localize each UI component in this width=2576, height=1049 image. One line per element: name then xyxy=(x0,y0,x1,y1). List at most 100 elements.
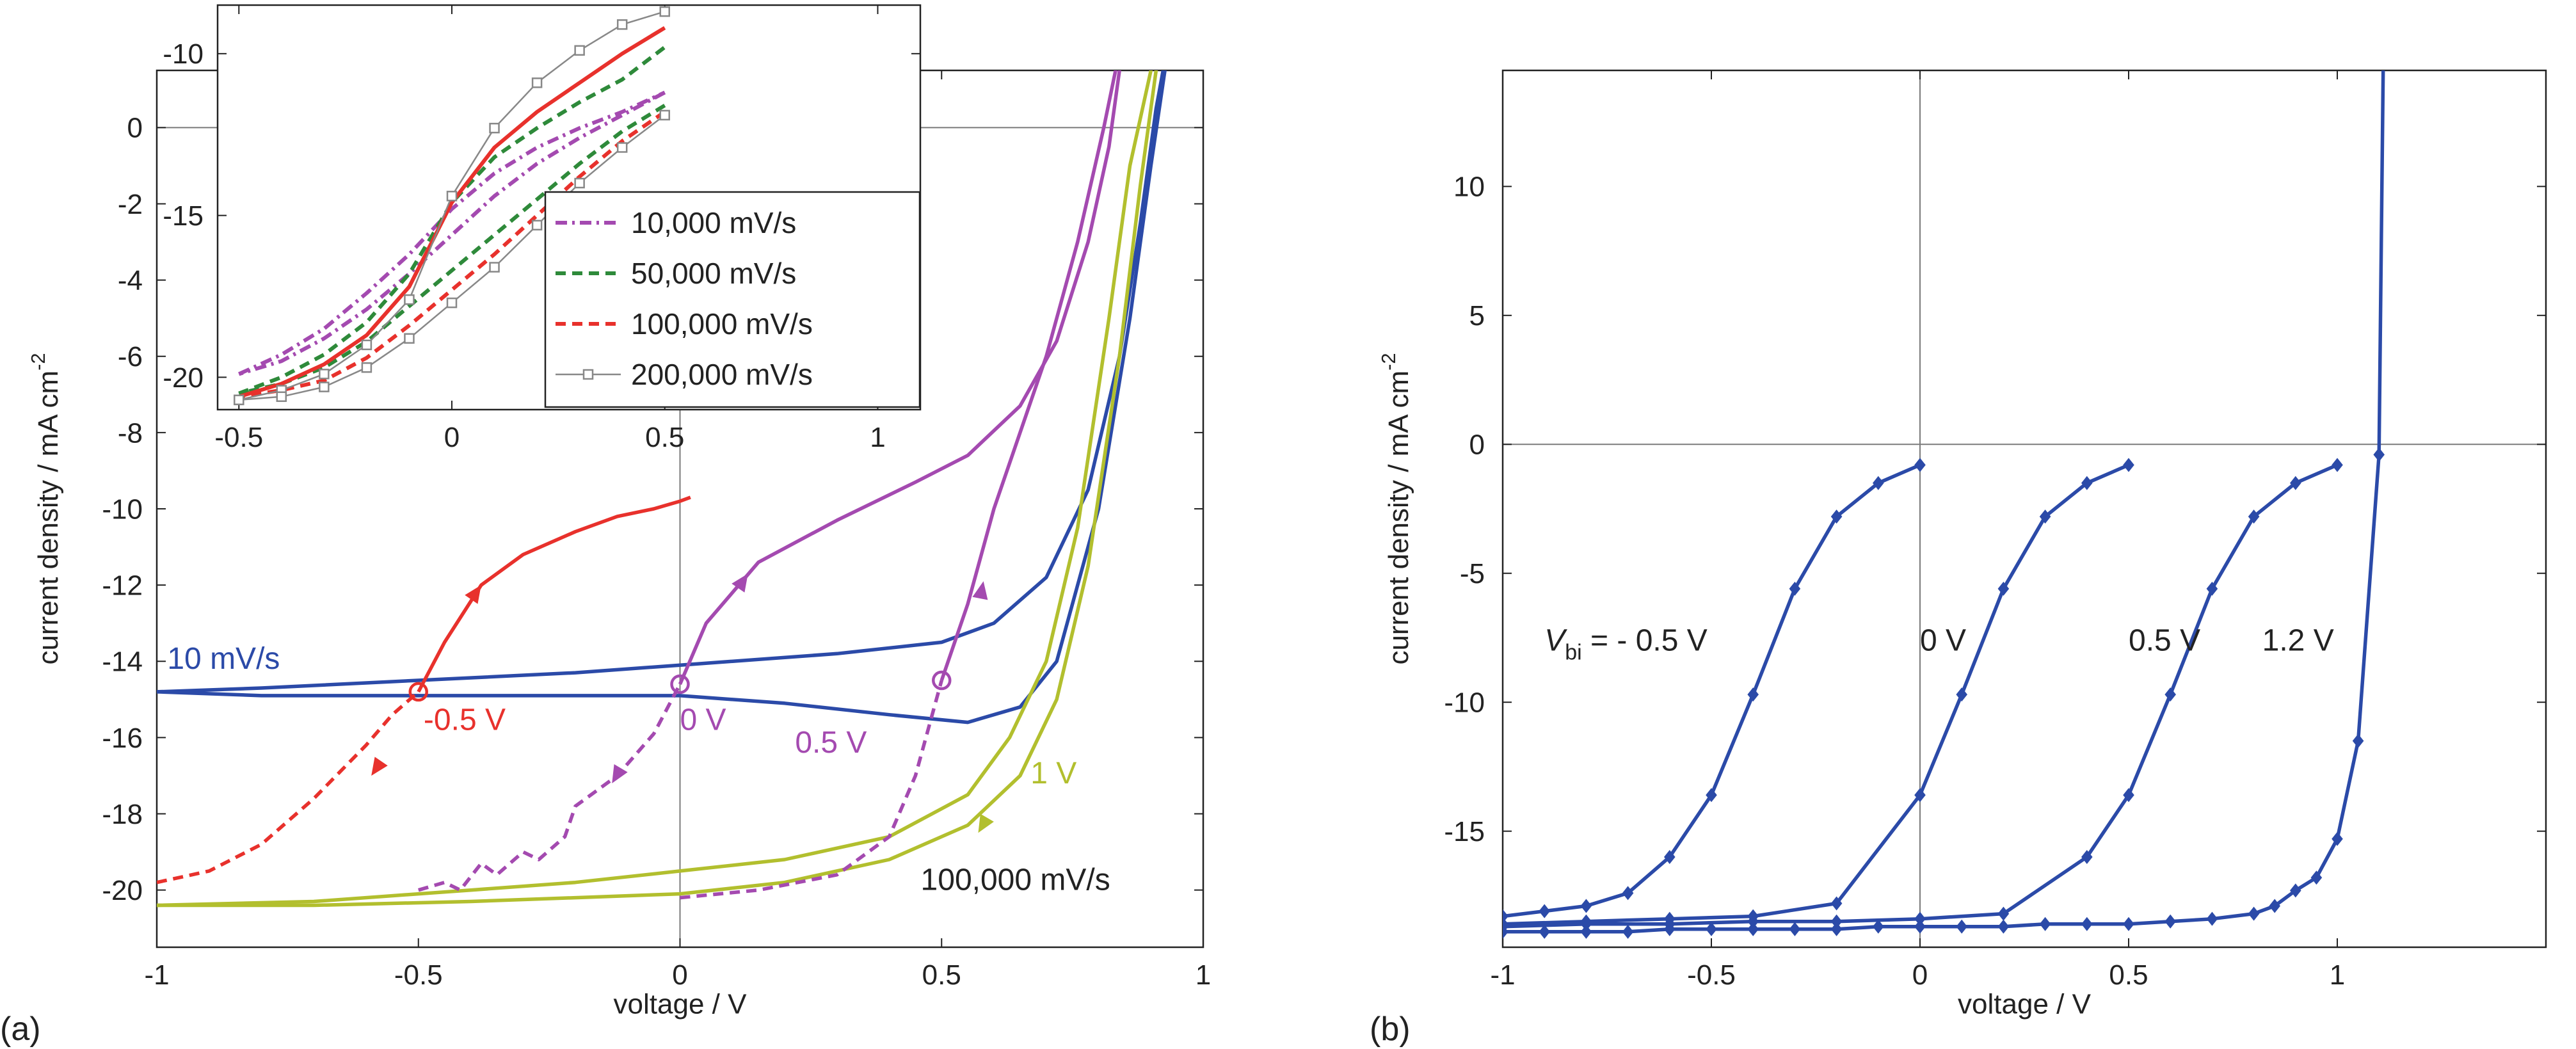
x-tick-label: -0.5 xyxy=(1687,959,1736,991)
x-tick-label: -1 xyxy=(144,959,169,991)
diamond-marker xyxy=(1789,922,1801,936)
diamond-marker xyxy=(1747,687,1759,702)
diamond-marker xyxy=(2123,788,2134,803)
x-tick-label: 1 xyxy=(2330,959,2345,991)
diamond-marker xyxy=(1580,899,1592,913)
x-tick-label: 0.5 xyxy=(2109,959,2148,991)
y-axis-label: current density / mA cm-2 xyxy=(27,353,64,664)
series-group xyxy=(234,6,670,406)
annotation-label-3: 1.2 V xyxy=(2262,624,2334,658)
inset-square-marker xyxy=(574,45,585,56)
direction-arrow-3 xyxy=(612,764,628,783)
y-tick-label: 0 xyxy=(1469,429,1485,461)
legend-box xyxy=(544,191,921,408)
inset-square-marker xyxy=(616,142,628,153)
y-tick-label: -10 xyxy=(163,38,204,70)
y-tick-label: -15 xyxy=(163,200,204,232)
x-tick-label: -0.5 xyxy=(214,422,263,453)
diamond-marker xyxy=(1830,914,1843,929)
annotation-label-3: 0.5 V xyxy=(795,726,867,760)
diamond-marker xyxy=(2248,906,2260,921)
diamond-marker xyxy=(2164,914,2176,929)
diamond-marker xyxy=(1580,917,1592,931)
diamond-marker xyxy=(2332,831,2343,846)
inset-legend: 10,000 mV/s 50,000 mV/s 100,000 mV/s 200,00… xyxy=(544,191,921,408)
series-line-2 xyxy=(1503,463,2339,929)
y-tick-label: 0 xyxy=(127,113,143,144)
y-axis-label-text: current density / mA cm xyxy=(33,371,64,665)
direction-arrow-0 xyxy=(465,585,481,604)
y-tick-label: -15 xyxy=(1444,816,1485,847)
annotation-label-1: 0 V xyxy=(1920,624,1966,658)
y-tick-label: -20 xyxy=(102,875,143,906)
x-tick-label: 0 xyxy=(444,422,460,453)
legend-label-1: 50,000 mV/s xyxy=(631,257,796,290)
panel-a-inset-chart: -0.5 0 0.5 1 -10 -15 -20 10,000 mV/s 50,000 mV/s… xyxy=(163,4,922,453)
inset-square-marker xyxy=(404,333,415,344)
y-axis-label: current density / mA cm-2 xyxy=(1377,353,1414,664)
series-line-6 xyxy=(418,683,682,892)
y-tick-label: 5 xyxy=(1469,300,1485,332)
series-line-0 xyxy=(157,70,1165,694)
diamond-marker xyxy=(1830,509,1843,524)
inset-series-line-3 xyxy=(238,104,666,396)
diamond-marker xyxy=(1664,922,1676,936)
series-line-5 xyxy=(940,70,1117,681)
x-axis-label: voltage / V xyxy=(614,988,748,1020)
series-line-8 xyxy=(157,690,420,885)
series-line-4 xyxy=(680,680,943,900)
diamond-marker xyxy=(2206,581,2218,596)
diamond-marker xyxy=(2039,509,2051,524)
diamond-marker xyxy=(2123,917,2134,931)
inset-square-marker xyxy=(234,394,244,406)
y-tick-label: -5 xyxy=(1460,558,1485,589)
inset-series-line-2 xyxy=(238,45,666,396)
y-axis-label-text: current density / mA cm xyxy=(1383,371,1414,665)
diamond-marker xyxy=(2039,917,2051,931)
y-tick-label: -2 xyxy=(118,189,143,220)
inset-square-marker xyxy=(319,369,330,380)
y-tick-label: -6 xyxy=(118,341,143,372)
diamond-marker xyxy=(1873,919,1884,934)
y-axis-label-superscript: -2 xyxy=(27,353,49,370)
diamond-marker xyxy=(1539,904,1550,918)
diamond-marker xyxy=(2081,849,2093,864)
panel-a-label: (a) xyxy=(0,1011,41,1048)
arrow-head xyxy=(612,764,628,783)
diamond-marker xyxy=(1997,581,2010,596)
x-tick-label: -1 xyxy=(1490,959,1515,991)
y-tick-label: -10 xyxy=(1444,687,1485,719)
inset-square-marker xyxy=(574,177,585,189)
annotation-label-0: 10 mV/s xyxy=(167,642,280,676)
y-tick-label: -8 xyxy=(118,417,143,449)
inset-square-marker xyxy=(616,19,628,30)
arrow-head xyxy=(371,757,388,776)
arrow-head xyxy=(978,813,994,833)
direction-arrow-4 xyxy=(972,581,988,600)
diamond-marker xyxy=(2373,447,2385,462)
annotation-label-0: Vbi = - 0.5 V xyxy=(1544,624,1708,665)
panel-b-chart: -1 -0.5 0 0.5 1 10 5 0 -5 -10 -15 voltage / V curren… xyxy=(1377,69,2547,1020)
y-tick-label: 10 xyxy=(1453,172,1485,203)
y-tick-label: -16 xyxy=(102,723,143,754)
inset-series-line-1 xyxy=(238,90,666,376)
legend-label-0: 10,000 mV/s xyxy=(631,206,796,239)
x-tick-label: 0 xyxy=(1912,959,1928,991)
inset-square-marker xyxy=(531,220,543,231)
diamond-marker xyxy=(1830,922,1843,936)
annotation-label-2: 0 V xyxy=(680,703,726,737)
crossing-marker-2 xyxy=(932,670,952,691)
x-tick-label: 0 xyxy=(672,959,687,991)
annotation-subscript: bi xyxy=(1565,641,1581,665)
legend-square-marker xyxy=(582,369,594,380)
inset-series-line-4 xyxy=(238,26,666,399)
series-line-2 xyxy=(157,70,1158,908)
inset-square-marker xyxy=(446,191,458,202)
diamond-marker xyxy=(1539,924,1550,939)
legend-label-2: 100,000 mV/s xyxy=(631,307,813,340)
y-tick-label: -14 xyxy=(102,646,143,678)
inset-square-marker xyxy=(659,6,670,17)
plot-frame xyxy=(1501,69,2547,949)
diamond-marker xyxy=(1997,919,2010,934)
